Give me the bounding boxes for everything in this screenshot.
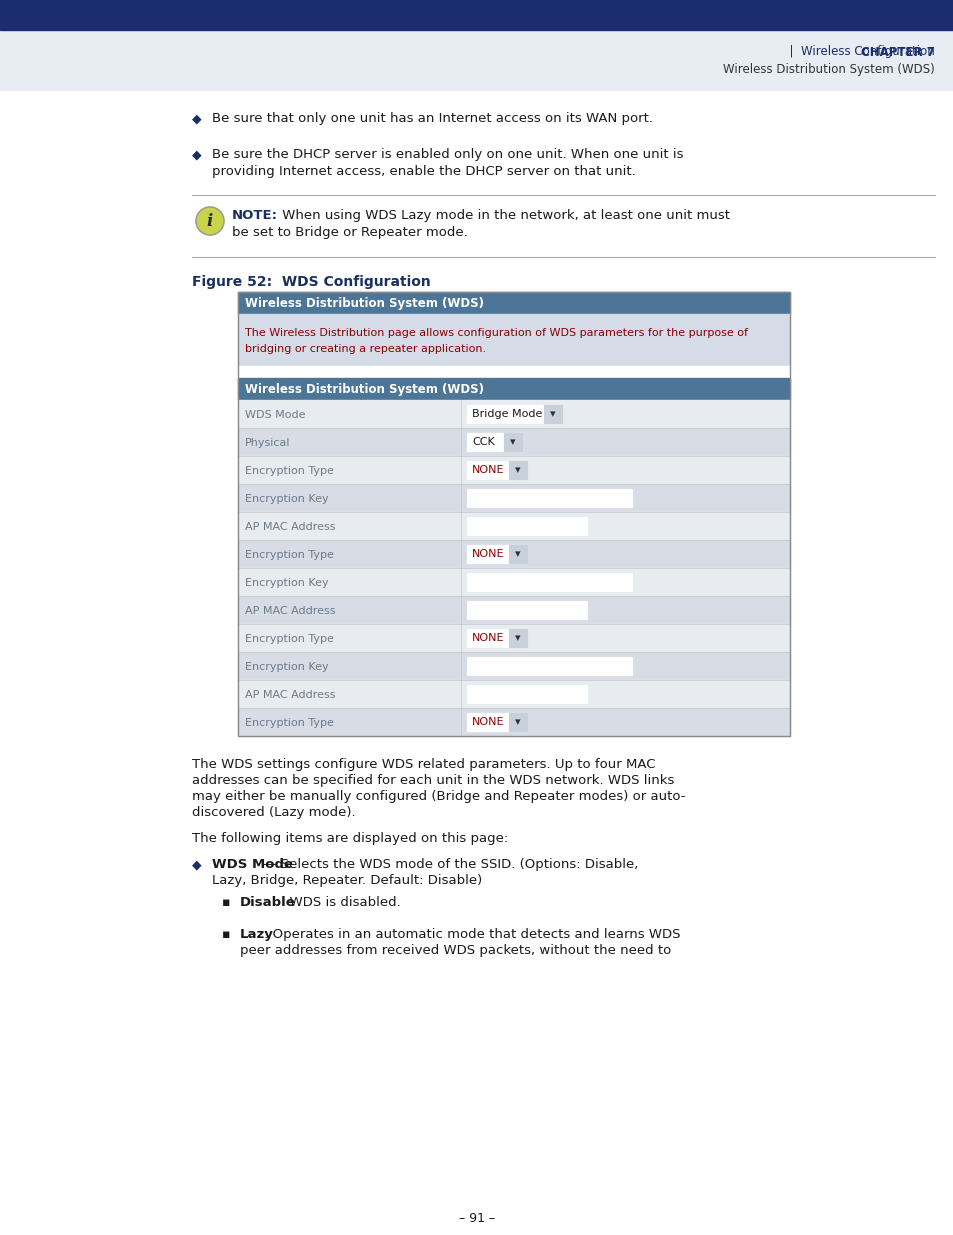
Text: : WDS is disabled.: : WDS is disabled. — [281, 897, 400, 909]
Bar — [467, 489, 631, 508]
Bar — [237, 540, 789, 568]
Text: ▾: ▾ — [515, 718, 520, 727]
Text: When using WDS Lazy mode in the network, at least one unit must: When using WDS Lazy mode in the network,… — [277, 209, 729, 222]
Bar — [237, 624, 789, 652]
Bar — [467, 545, 526, 563]
Text: bridging or creating a repeater application.: bridging or creating a repeater applicat… — [245, 345, 486, 354]
Text: ▪: ▪ — [222, 897, 231, 909]
Text: WDS Mode: WDS Mode — [212, 858, 293, 871]
Bar — [237, 366, 789, 378]
Text: ◆: ◆ — [192, 112, 201, 125]
Bar — [237, 400, 789, 429]
Text: Lazy, Bridge, Repeater. Default: Disable): Lazy, Bridge, Repeater. Default: Disable… — [212, 874, 482, 887]
Text: Wireless Distribution System (WDS): Wireless Distribution System (WDS) — [245, 384, 483, 396]
Text: Encryption Key: Encryption Key — [245, 662, 328, 672]
Text: NONE: NONE — [472, 550, 504, 559]
Text: NONE: NONE — [472, 466, 504, 475]
Bar — [237, 484, 789, 513]
Bar — [467, 461, 526, 479]
Bar — [543, 405, 561, 424]
Text: Wireless Distribution System (WDS): Wireless Distribution System (WDS) — [245, 298, 483, 310]
Bar — [467, 601, 586, 619]
Bar — [237, 597, 789, 624]
Text: NOTE:: NOTE: — [232, 209, 277, 222]
Bar — [0, 30, 953, 90]
Bar — [467, 405, 561, 424]
Bar — [467, 685, 586, 703]
Text: ▾: ▾ — [550, 409, 556, 419]
Bar — [237, 429, 789, 456]
Text: i: i — [207, 212, 213, 230]
Text: NONE: NONE — [472, 634, 504, 643]
Text: Wireless Distribution System (WDS): Wireless Distribution System (WDS) — [722, 63, 934, 77]
Text: ◆: ◆ — [192, 148, 201, 161]
Bar — [509, 461, 526, 479]
Text: Encryption Type: Encryption Type — [245, 718, 334, 727]
Bar — [467, 517, 586, 535]
Text: AP MAC Address: AP MAC Address — [245, 690, 335, 700]
Bar — [467, 433, 521, 451]
Bar — [503, 433, 521, 451]
Text: discovered (Lazy mode).: discovered (Lazy mode). — [192, 806, 355, 819]
Text: WDS Mode: WDS Mode — [245, 410, 305, 420]
Bar — [509, 713, 526, 731]
Bar — [467, 713, 526, 731]
Bar — [237, 680, 789, 708]
Bar — [467, 573, 631, 592]
Text: Encryption Key: Encryption Key — [245, 578, 328, 588]
Text: ▾: ▾ — [515, 550, 520, 559]
Bar — [237, 378, 789, 400]
Text: Bridge Mode: Bridge Mode — [472, 409, 542, 419]
Bar — [237, 291, 789, 314]
Text: Be sure that only one unit has an Internet access on its WAN port.: Be sure that only one unit has an Intern… — [212, 112, 652, 125]
Text: AP MAC Address: AP MAC Address — [245, 522, 335, 532]
Text: Lazy: Lazy — [240, 927, 274, 941]
Text: may either be manually configured (Bridge and Repeater modes) or auto-: may either be manually configured (Bridg… — [192, 790, 685, 803]
Text: providing Internet access, enable the DHCP server on that unit.: providing Internet access, enable the DH… — [212, 165, 635, 178]
Bar — [237, 456, 789, 484]
Text: CHAPTER 7: CHAPTER 7 — [861, 46, 934, 58]
Bar — [467, 657, 631, 676]
Text: Figure 52:  WDS Configuration: Figure 52: WDS Configuration — [192, 275, 431, 289]
Text: Disable: Disable — [240, 897, 295, 909]
Text: AP MAC Address: AP MAC Address — [245, 606, 335, 616]
Bar — [0, 0, 953, 30]
Text: Encryption Key: Encryption Key — [245, 494, 328, 504]
Text: – 91 –: – 91 – — [458, 1212, 495, 1224]
Bar — [237, 513, 789, 540]
Text: ▪: ▪ — [222, 927, 231, 941]
Text: : Operates in an automatic mode that detects and learns WDS: : Operates in an automatic mode that det… — [263, 927, 679, 941]
Text: ▾: ▾ — [515, 466, 520, 475]
Text: peer addresses from received WDS packets, without the need to: peer addresses from received WDS packets… — [240, 944, 671, 957]
Text: Be sure the DHCP server is enabled only on one unit. When one unit is: Be sure the DHCP server is enabled only … — [212, 148, 682, 161]
Text: be set to Bridge or Repeater mode.: be set to Bridge or Repeater mode. — [232, 226, 467, 240]
Text: ◆: ◆ — [192, 858, 201, 871]
Text: Physical: Physical — [245, 438, 291, 448]
Circle shape — [195, 207, 224, 235]
Text: — Selects the WDS mode of the SSID. (Options: Disable,: — Selects the WDS mode of the SSID. (Opt… — [259, 858, 638, 871]
Text: |  Wireless Configuration: | Wireless Configuration — [752, 46, 934, 58]
Bar — [509, 545, 526, 563]
Text: addresses can be specified for each unit in the WDS network. WDS links: addresses can be specified for each unit… — [192, 774, 674, 787]
Bar — [237, 291, 789, 736]
Text: NONE: NONE — [472, 718, 504, 727]
Text: Encryption Type: Encryption Type — [245, 634, 334, 643]
Bar — [237, 568, 789, 597]
Bar — [237, 314, 789, 366]
Text: Encryption Type: Encryption Type — [245, 550, 334, 559]
Text: ▾: ▾ — [515, 634, 520, 643]
Text: The WDS settings configure WDS related parameters. Up to four MAC: The WDS settings configure WDS related p… — [192, 758, 655, 771]
Text: The following items are displayed on this page:: The following items are displayed on thi… — [192, 832, 508, 845]
Bar — [237, 708, 789, 736]
Bar — [467, 629, 526, 647]
Text: ▾: ▾ — [510, 437, 516, 447]
Text: The Wireless Distribution page allows configuration of WDS parameters for the pu: The Wireless Distribution page allows co… — [245, 329, 747, 338]
Bar — [237, 652, 789, 680]
Bar — [509, 629, 526, 647]
Text: CCK: CCK — [472, 437, 495, 447]
Text: Encryption Type: Encryption Type — [245, 466, 334, 475]
